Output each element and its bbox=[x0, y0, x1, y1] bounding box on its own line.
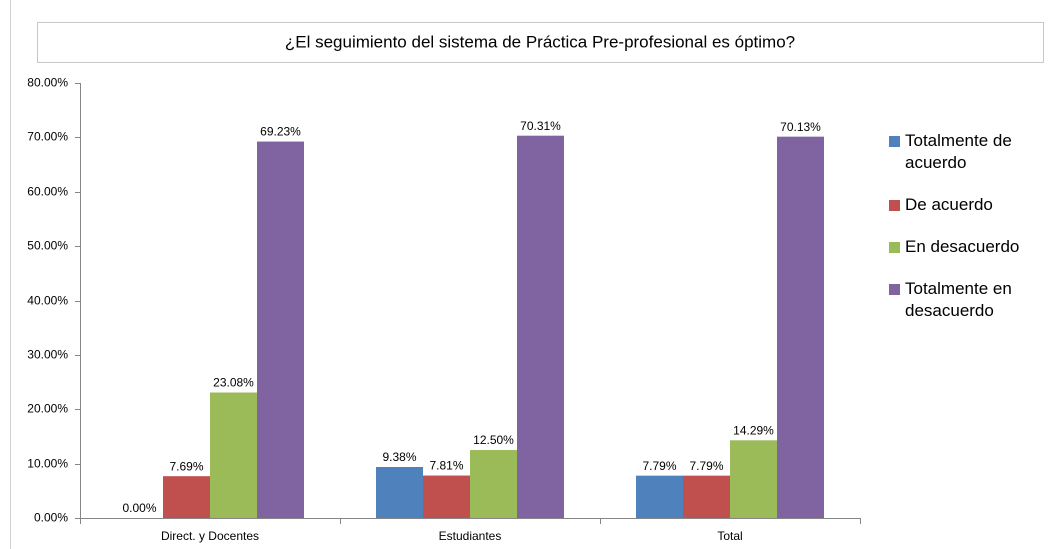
data-label: 14.29% bbox=[733, 423, 774, 437]
data-label: 0.00% bbox=[122, 501, 156, 515]
bar bbox=[257, 141, 304, 518]
data-label: 69.23% bbox=[260, 125, 301, 139]
y-tick-label: 0.00% bbox=[34, 511, 68, 525]
y-tick-label: 20.00% bbox=[27, 402, 68, 416]
bar bbox=[683, 475, 730, 518]
legend-label: De acuerdo bbox=[905, 195, 993, 214]
legend-label: Totalmente de acuerdo bbox=[905, 131, 1012, 172]
bar bbox=[636, 475, 683, 518]
x-tick-label: Estudiantes bbox=[439, 529, 502, 543]
title-box bbox=[37, 22, 1044, 63]
legend-swatch bbox=[889, 136, 900, 147]
legend-entry: Totalmente de acuerdo bbox=[887, 130, 1052, 174]
bar bbox=[376, 466, 423, 518]
chart-title: ¿El seguimiento del sistema de Práctica … bbox=[285, 32, 795, 51]
data-label: 7.79% bbox=[689, 459, 723, 473]
data-label: 7.69% bbox=[169, 459, 203, 473]
data-label: 70.13% bbox=[780, 120, 821, 134]
data-label: 7.81% bbox=[429, 459, 463, 473]
y-tick-label: 70.00% bbox=[27, 130, 68, 144]
legend: Totalmente de acuerdo De acuerdo En desacu… bbox=[887, 130, 1052, 322]
data-label: 9.38% bbox=[382, 450, 416, 464]
bar bbox=[730, 440, 777, 518]
bar bbox=[210, 392, 257, 518]
legend-label: Totalmente en desacuerdo bbox=[905, 279, 1012, 320]
bar bbox=[423, 475, 470, 518]
bar bbox=[163, 476, 210, 518]
y-tick-label: 10.00% bbox=[27, 457, 68, 471]
bar bbox=[777, 136, 824, 518]
legend-entry: En desacuerdo bbox=[887, 236, 1052, 258]
y-tick-label: 40.00% bbox=[27, 294, 68, 308]
x-tick-label: Total bbox=[717, 529, 742, 543]
y-tick-label: 30.00% bbox=[27, 348, 68, 362]
bar bbox=[470, 450, 517, 518]
legend-entry: Totalmente en desacuerdo bbox=[887, 278, 1052, 322]
y-tick-label: 50.00% bbox=[27, 239, 68, 253]
data-label: 12.50% bbox=[473, 433, 514, 447]
legend-label: En desacuerdo bbox=[905, 237, 1020, 256]
legend-swatch bbox=[889, 200, 900, 211]
data-label: 7.79% bbox=[642, 459, 676, 473]
y-tick-label: 60.00% bbox=[27, 185, 68, 199]
bar bbox=[517, 135, 564, 518]
legend-swatch bbox=[889, 284, 900, 295]
legend-swatch bbox=[889, 242, 900, 253]
data-label: 23.08% bbox=[213, 376, 254, 390]
legend-entry: De acuerdo bbox=[887, 194, 1052, 216]
x-tick-label: Direct. y Docentes bbox=[161, 529, 259, 543]
data-label: 70.31% bbox=[520, 119, 561, 133]
y-tick-label: 80.00% bbox=[27, 76, 68, 90]
